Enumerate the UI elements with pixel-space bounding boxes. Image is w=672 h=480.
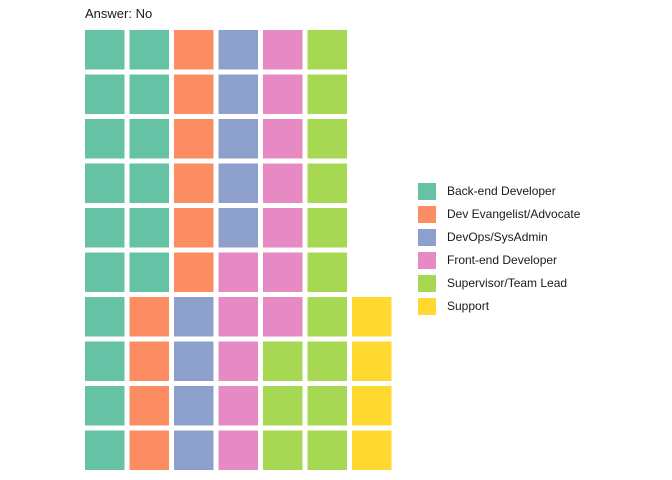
waffle-cell <box>129 163 169 203</box>
legend-key <box>418 183 436 200</box>
legend-key <box>418 206 436 223</box>
waffle-cell <box>129 430 169 470</box>
waffle-cell <box>129 386 169 426</box>
waffle-cell <box>307 297 347 337</box>
legend-key <box>418 252 436 269</box>
legend-key <box>418 298 436 315</box>
waffle-cell <box>218 430 258 470</box>
waffle-cell <box>129 341 169 381</box>
waffle-cell <box>129 208 169 248</box>
waffle-cell <box>263 208 303 248</box>
waffle-cell <box>352 341 392 381</box>
waffle-cell <box>85 341 125 381</box>
waffle-cell <box>129 252 169 292</box>
chart-title: Answer: No <box>85 6 153 21</box>
waffle-cell <box>218 74 258 114</box>
waffle-cell <box>263 119 303 159</box>
legend-label: Supervisor/Team Lead <box>447 276 568 290</box>
waffle-cell <box>174 297 214 337</box>
waffle-cell <box>218 386 258 426</box>
waffle-cell <box>218 163 258 203</box>
waffle-cell <box>307 30 347 70</box>
waffle-cell <box>218 297 258 337</box>
waffle-cell <box>263 430 303 470</box>
waffle-cell <box>263 341 303 381</box>
waffle-cell <box>174 163 214 203</box>
legend-key <box>418 275 436 292</box>
waffle-cell <box>218 30 258 70</box>
waffle-cell <box>307 252 347 292</box>
waffle-cell <box>218 341 258 381</box>
waffle-cell <box>174 341 214 381</box>
waffle-cell <box>307 208 347 248</box>
waffle-cell <box>174 119 214 159</box>
legend-key <box>418 229 436 246</box>
waffle-cell <box>218 208 258 248</box>
waffle-cell <box>174 30 214 70</box>
waffle-cell <box>352 297 392 337</box>
waffle-cell <box>263 386 303 426</box>
waffle-cell <box>174 74 214 114</box>
waffle-cell <box>85 119 125 159</box>
waffle-cell <box>85 430 125 470</box>
waffle-cell <box>307 430 347 470</box>
waffle-cell <box>174 430 214 470</box>
waffle-cell <box>307 341 347 381</box>
waffle-cell <box>307 163 347 203</box>
waffle-cell <box>129 119 169 159</box>
waffle-cell <box>85 30 125 70</box>
waffle-cell <box>263 30 303 70</box>
legend-label: DevOps/SysAdmin <box>447 230 548 244</box>
waffle-cell <box>174 208 214 248</box>
waffle-cell <box>263 74 303 114</box>
waffle-cell <box>129 30 169 70</box>
waffle-cell <box>218 119 258 159</box>
waffle-cell <box>85 208 125 248</box>
waffle-cell <box>85 386 125 426</box>
waffle-cell <box>85 252 125 292</box>
waffle-cell <box>129 74 169 114</box>
legend-label: Dev Evangelist/Advocate <box>447 207 581 221</box>
waffle-cell <box>263 163 303 203</box>
waffle-cell <box>352 386 392 426</box>
waffle-cell <box>85 74 125 114</box>
waffle-cell <box>174 386 214 426</box>
waffle-cell <box>307 74 347 114</box>
waffle-cell <box>352 430 392 470</box>
waffle-cell <box>129 297 169 337</box>
waffle-cell <box>307 386 347 426</box>
waffle-cell <box>85 297 125 337</box>
waffle-cell <box>263 252 303 292</box>
legend-label: Front-end Developer <box>447 253 558 267</box>
waffle-cell <box>174 252 214 292</box>
waffle-cell <box>218 252 258 292</box>
waffle-cell <box>307 119 347 159</box>
legend-label: Back-end Developer <box>447 184 556 198</box>
waffle-cell <box>263 297 303 337</box>
waffle-cell <box>85 163 125 203</box>
legend-label: Support <box>447 299 490 313</box>
